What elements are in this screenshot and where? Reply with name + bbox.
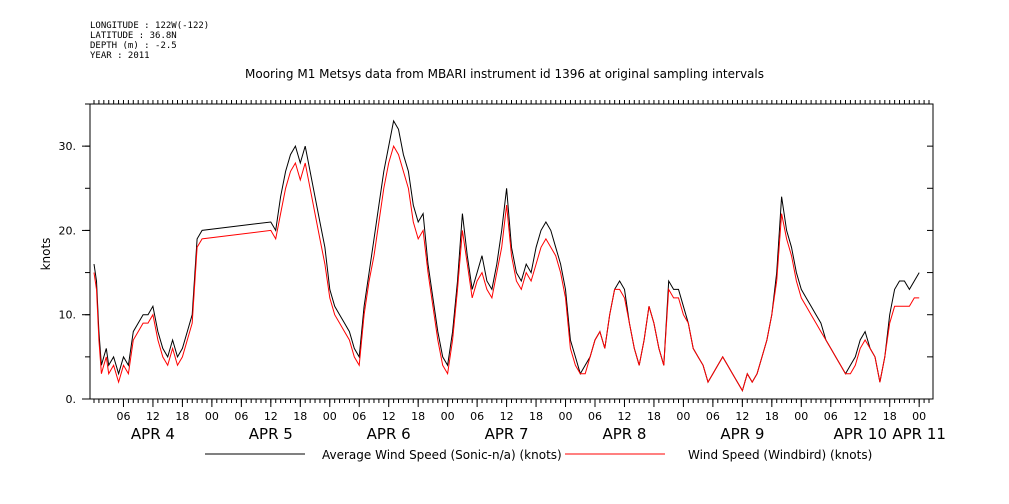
legend-label-windbird: Wind Speed (Windbird) (knots) [688, 448, 872, 462]
x-day-label: APR 5 [249, 425, 293, 443]
x-hour-tick-label: 12 [264, 410, 278, 423]
x-day-label: APR 11 [892, 425, 946, 443]
x-hour-tick-label: 00 [676, 410, 690, 423]
x-hour-tick-label: 18 [411, 410, 425, 423]
y-axis: 0. 10. 20. 30. [59, 140, 90, 406]
chart-title: Mooring M1 Metsys data from MBARI instru… [245, 67, 764, 81]
depth-label: DEPTH (m) : -2.5 [90, 41, 177, 51]
legend: Average Wind Speed (Sonic-n/a) (knots) W… [205, 448, 872, 462]
x-hour-tick-label: 12 [146, 410, 160, 423]
x-day-label: APR 8 [602, 425, 646, 443]
x-hour-tick-label: 12 [382, 410, 396, 423]
x-hour-tick-label: 06 [706, 410, 720, 423]
legend-label-average-wind: Average Wind Speed (Sonic-n/a) (knots) [322, 448, 562, 462]
x-hour-tick-label: 06 [352, 410, 366, 423]
x-hour-tick-label: 06 [588, 410, 602, 423]
x-hour-tick-label: 00 [205, 410, 219, 423]
x-hour-tick-label: 12 [853, 410, 867, 423]
x-hour-tick-label: 00 [794, 410, 808, 423]
series-layer [93, 119, 920, 392]
x-day-label: APR 10 [833, 425, 887, 443]
x-hour-tick-label: 18 [647, 410, 661, 423]
x-day-label: APR 6 [367, 425, 411, 443]
x-hour-tick-label: 18 [765, 410, 779, 423]
x-hour-tick-label: 12 [500, 410, 514, 423]
x-hour-tick-label: 06 [116, 410, 130, 423]
x-hour-tick-label: 06 [234, 410, 248, 423]
x-hour-tick-label: 00 [323, 410, 337, 423]
y-tick-label: 0. [66, 393, 77, 406]
x-hour-tick-label: 06 [470, 410, 484, 423]
x-hour-tick-label: 12 [735, 410, 749, 423]
x-axis: 06 12 18 00 06 12 18 00 06 12 18 00 06 12 18 00 06 12 18 00… [116, 399, 946, 443]
x-hour-tick-label: 18 [529, 410, 543, 423]
y-tick-label: 10. [59, 309, 77, 322]
x-hour-tick-label: 18 [175, 410, 189, 423]
minor-ticks [85, 100, 933, 403]
x-day-label: APR 9 [720, 425, 764, 443]
x-hour-tick-label: 18 [293, 410, 307, 423]
year-label: YEAR : 2011 [90, 51, 150, 61]
longitude-label: LONGITUDE : 122W(-122) [90, 21, 210, 31]
y-axis-label: knots [39, 238, 53, 271]
x-day-label: APR 4 [131, 425, 175, 443]
x-hour-tick-label: 00 [441, 410, 455, 423]
latitude-label: LATITUDE : 36.8N [90, 31, 177, 41]
x-hour-tick-label: 00 [912, 410, 926, 423]
y-tick-label: 30. [59, 140, 77, 153]
x-hour-tick-label: 00 [559, 410, 573, 423]
y-tick-label: 20. [59, 224, 77, 237]
series-line-windbird [93, 144, 920, 392]
x-hour-tick-label: 06 [824, 410, 838, 423]
x-hour-tick-label: 12 [617, 410, 631, 423]
x-day-label: APR 7 [485, 425, 529, 443]
series-line-average-wind [93, 119, 920, 392]
station-metadata: LONGITUDE : 122W(-122) LATITUDE : 36.8N … [90, 21, 209, 61]
x-hour-tick-label: 18 [883, 410, 897, 423]
